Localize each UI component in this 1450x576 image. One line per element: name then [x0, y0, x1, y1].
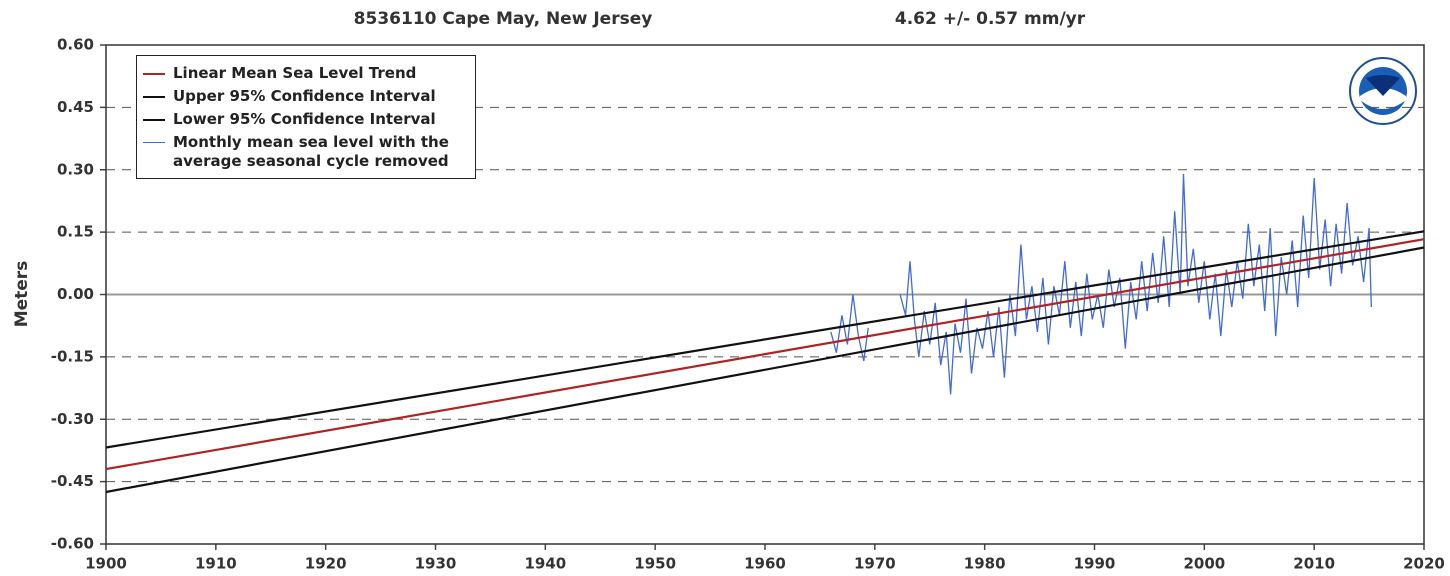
legend-swatch: [143, 142, 165, 143]
noaa-logo: [1349, 57, 1417, 125]
legend-label: Lower 95% Confidence Interval: [173, 110, 436, 128]
legend-swatch: [143, 96, 165, 98]
x-tick-label: 2010: [1293, 555, 1335, 573]
legend-item: Monthly mean sea level with the average …: [137, 133, 475, 171]
legend-swatch: [143, 119, 165, 121]
x-tick-label: 2000: [1183, 555, 1225, 573]
y-tick-label: 0.60: [57, 36, 94, 54]
legend-item: Upper 95% Confidence Interval: [137, 87, 475, 106]
legend-label: Linear Mean Sea Level Trend: [173, 64, 417, 82]
x-tick-label: 1990: [1074, 555, 1116, 573]
x-tick-label: 1970: [854, 555, 896, 573]
y-tick-label: -0.45: [51, 472, 94, 490]
legend-label: Upper 95% Confidence Interval: [173, 87, 436, 105]
x-tick-label: 2020: [1403, 555, 1445, 573]
series-line: [105, 246, 1425, 494]
legend-item: Linear Mean Sea Level Trend: [137, 64, 475, 83]
chart-subtitle: 4.62 +/- 0.57 mm/yr: [895, 9, 1086, 29]
y-tick-label: 0.45: [57, 98, 94, 116]
series-line: [105, 238, 1425, 471]
chart-title: 8536110 Cape May, New Jersey: [354, 9, 653, 29]
x-tick-label: 1930: [415, 555, 457, 573]
y-tick-label: 0.30: [57, 160, 94, 178]
plot-frame: [105, 44, 1425, 545]
x-tick-label: 1980: [964, 555, 1006, 573]
x-tick-label: 1950: [634, 555, 676, 573]
y-tick-label: 0.00: [57, 285, 94, 303]
y-axis-label: Meters: [12, 261, 32, 328]
x-tick-label: 1960: [744, 555, 786, 573]
legend-item: Lower 95% Confidence Interval: [137, 110, 475, 129]
legend: Linear Mean Sea Level Trend Upper 95% Con…: [136, 55, 476, 179]
y-tick-label: -0.30: [51, 410, 94, 428]
series-line: [105, 230, 1425, 449]
legend-swatch: [143, 73, 165, 75]
x-tick-label: 1900: [85, 555, 127, 573]
y-tick-label: -0.60: [51, 535, 94, 553]
y-tick-label: 0.15: [57, 223, 94, 241]
x-tick-label: 1920: [305, 555, 347, 573]
x-tick-label: 1940: [524, 555, 566, 573]
y-tick-label: -0.15: [51, 347, 94, 365]
x-tick-label: 1910: [195, 555, 237, 573]
legend-label: Monthly mean sea level with the average …: [173, 133, 449, 170]
